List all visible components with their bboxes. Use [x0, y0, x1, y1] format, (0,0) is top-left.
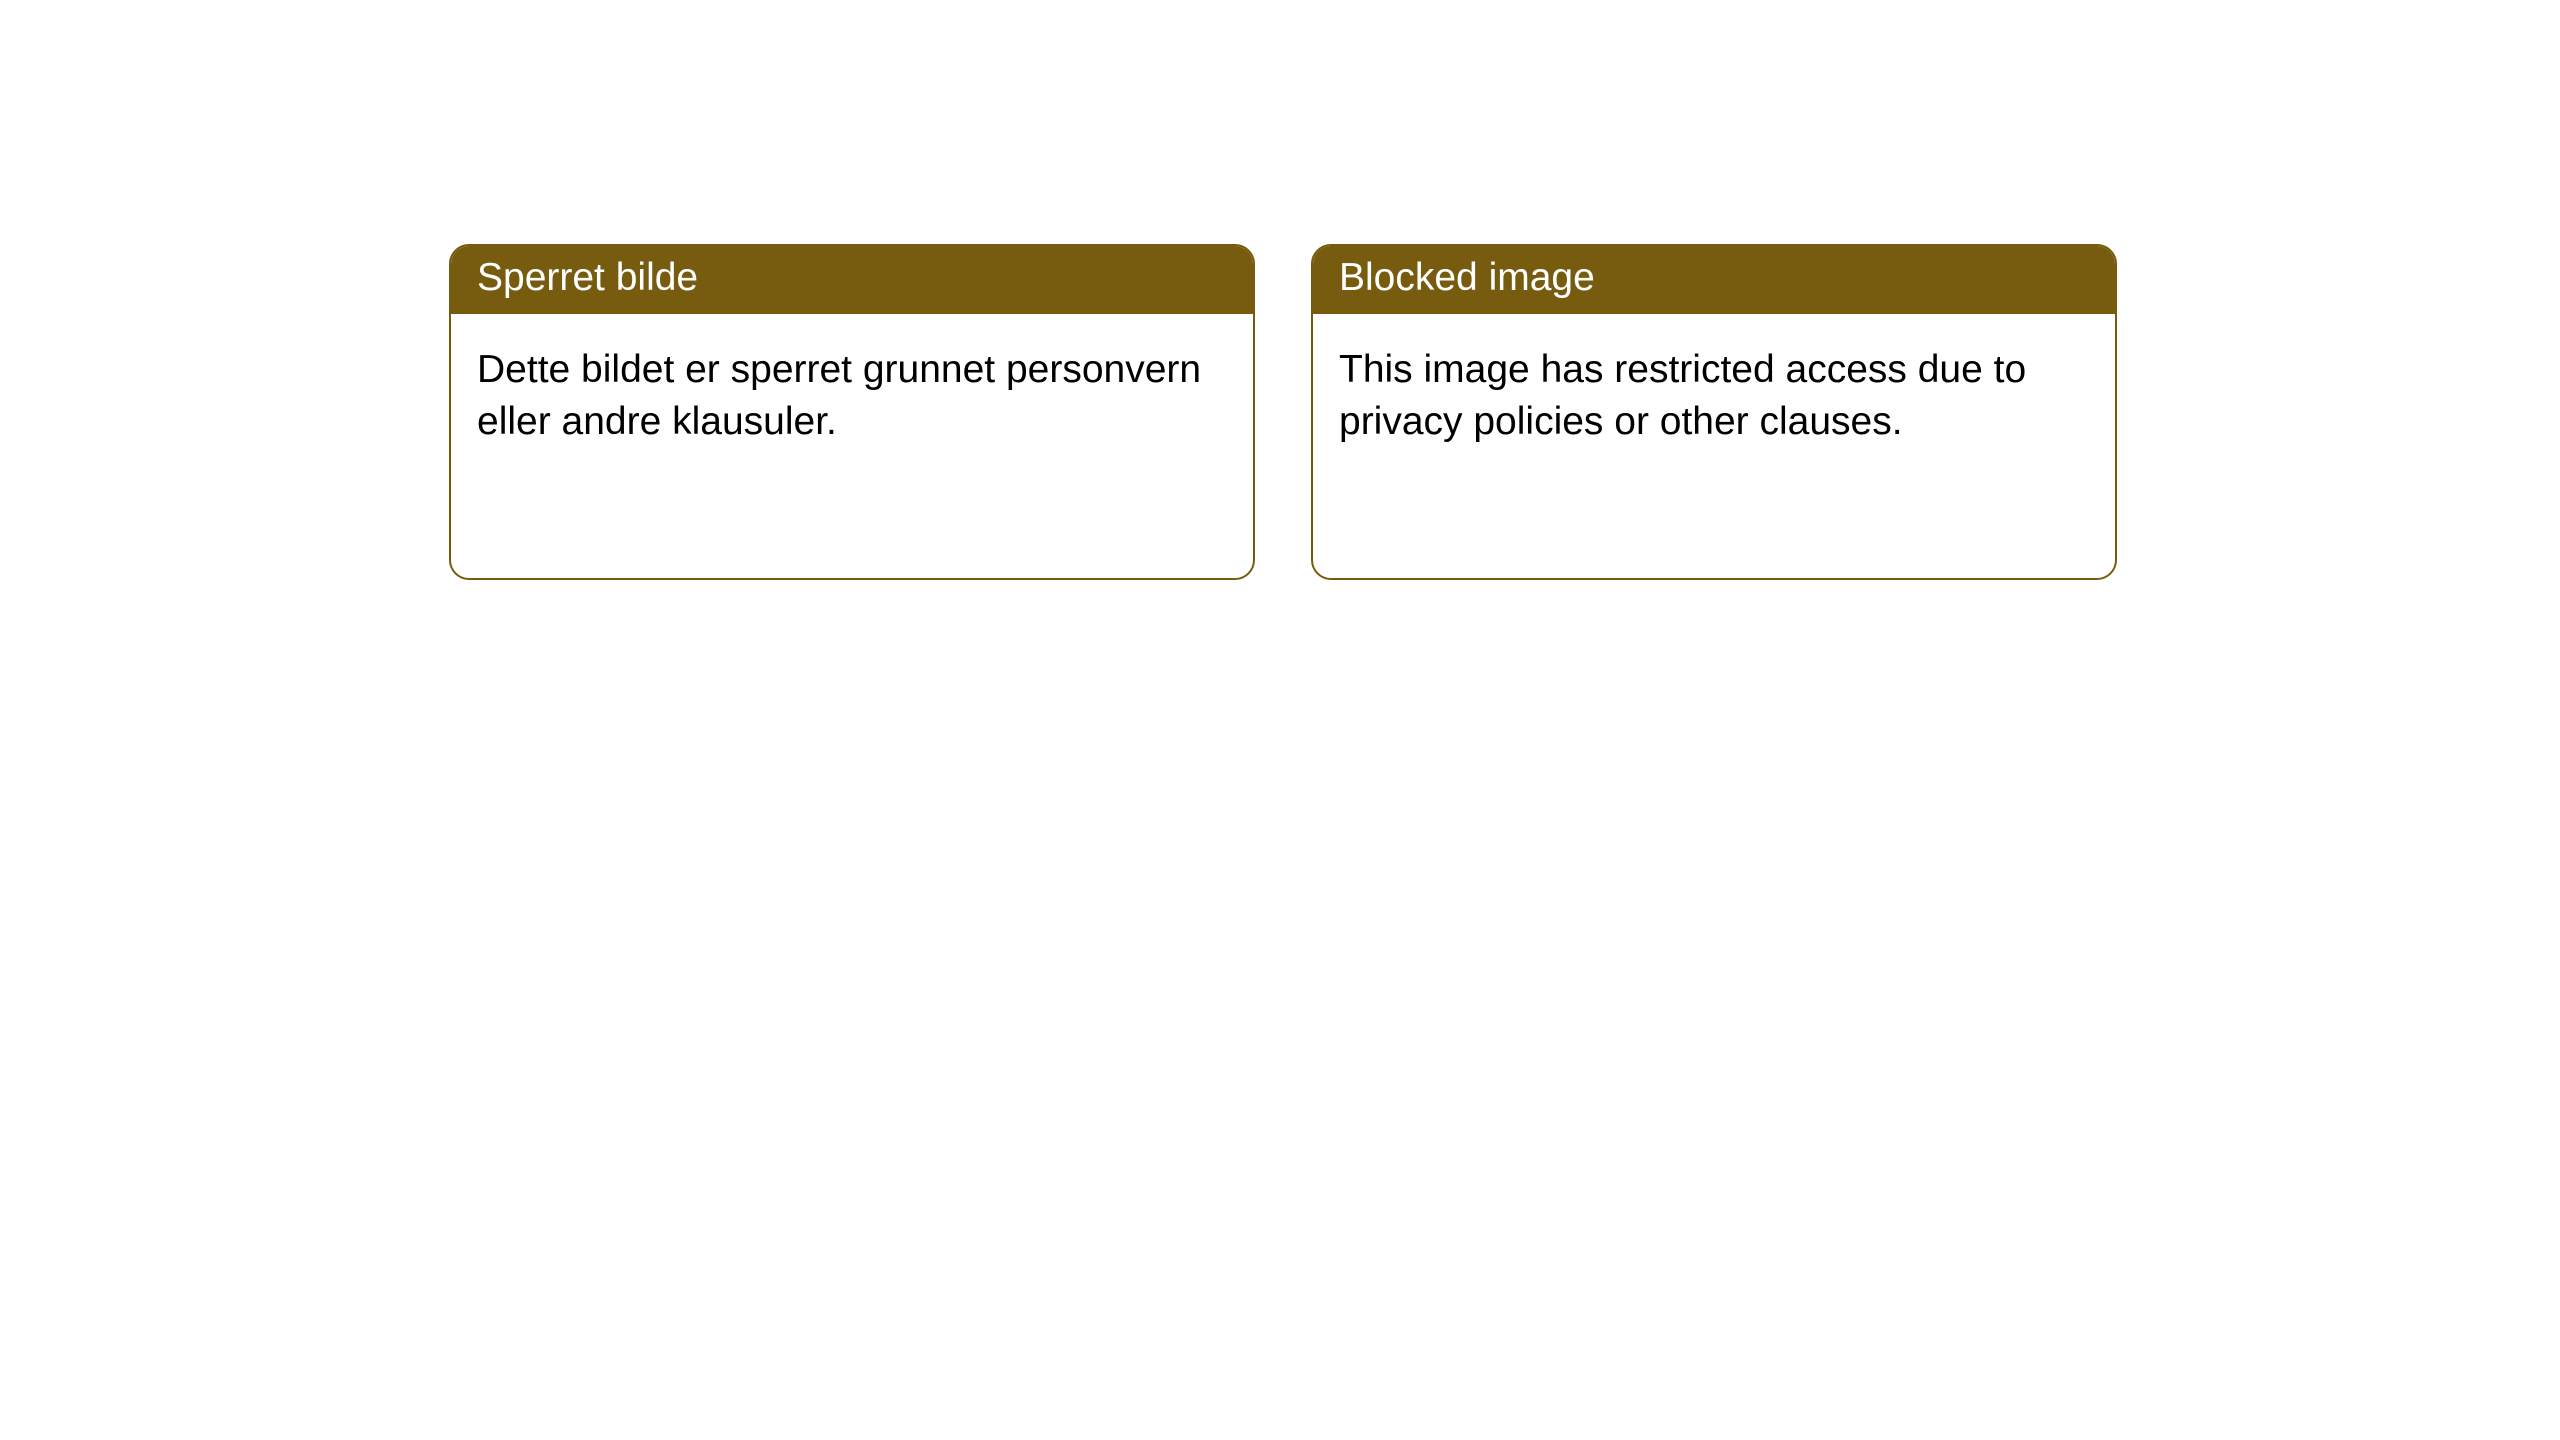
notice-card-english: Blocked image This image has restricted … [1311, 244, 2117, 580]
notice-header: Blocked image [1313, 246, 2115, 314]
notice-body-text: Dette bildet er sperret grunnet personve… [477, 348, 1201, 443]
notice-body: This image has restricted access due to … [1313, 314, 2115, 478]
notice-container: Sperret bilde Dette bildet er sperret gr… [0, 0, 2560, 580]
notice-title: Blocked image [1339, 256, 1595, 299]
notice-body-text: This image has restricted access due to … [1339, 348, 2026, 443]
notice-card-norwegian: Sperret bilde Dette bildet er sperret gr… [449, 244, 1255, 580]
notice-title: Sperret bilde [477, 256, 698, 299]
notice-body: Dette bildet er sperret grunnet personve… [451, 314, 1253, 478]
notice-header: Sperret bilde [451, 246, 1253, 314]
